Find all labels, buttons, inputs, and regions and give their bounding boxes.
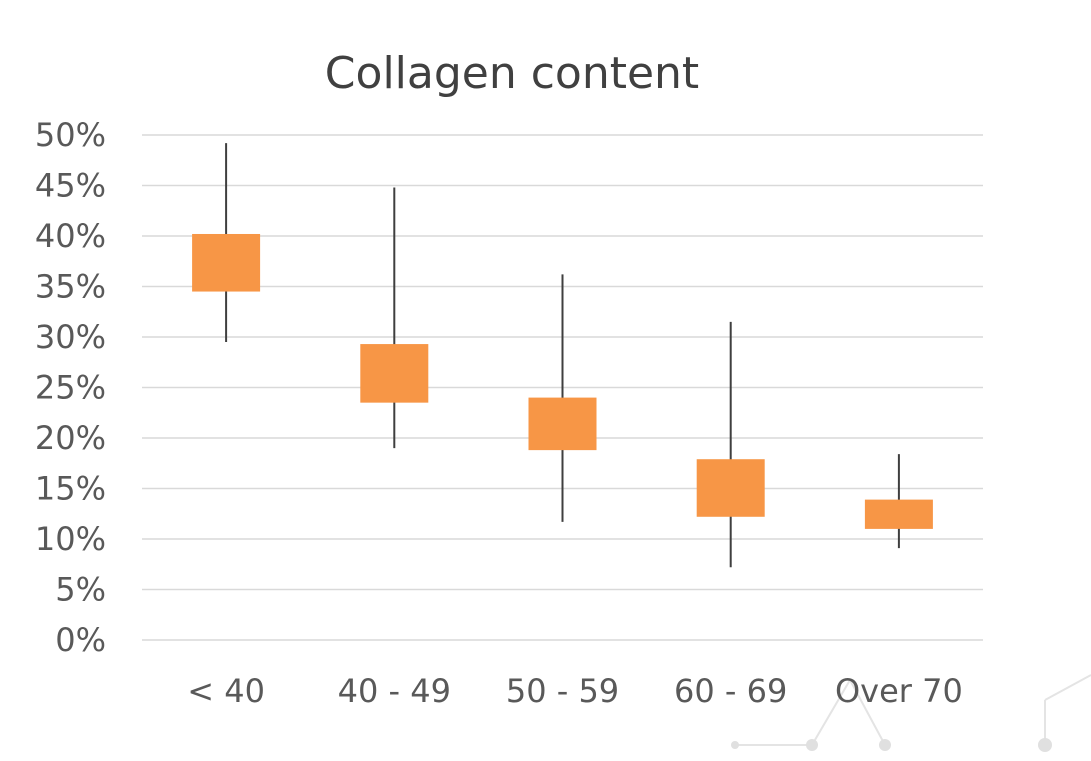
x-category-label: < 40 [187,672,265,710]
deco-line [811,679,851,746]
box-3 [696,459,765,517]
y-axis-tick-labels: 0% 5% 10% 15% 20% 25% 30% 35% 40% 45% 50% [35,116,106,659]
y-tick-label: 35% [35,268,106,306]
box-1 [360,344,429,403]
deco-node [731,741,739,749]
box-4 [864,499,933,529]
x-axis-category-labels: < 40 40 - 49 50 - 59 60 - 69 Over 70 [187,672,963,710]
y-tick-label: 25% [35,369,106,407]
deco-node [806,739,818,751]
background-network-decoration [731,674,1091,752]
y-tick-label: 20% [35,419,106,457]
box-0 [192,233,261,292]
deco-node [1038,738,1052,752]
y-tick-label: 30% [35,318,106,356]
deco-line [849,679,886,746]
y-tick-label: 50% [35,116,106,154]
x-category-label: Over 70 [835,672,963,710]
candlestick-marks [192,143,933,568]
y-tick-label: 10% [35,520,106,558]
y-tick-label: 45% [35,167,106,205]
y-tick-label: 40% [35,217,106,255]
deco-node [879,739,891,751]
x-category-label: 60 - 69 [674,672,787,710]
y-tick-label: 5% [55,571,106,609]
box-2 [528,397,597,451]
y-tick-label: 0% [55,621,106,659]
deco-line [1044,674,1091,701]
y-tick-label: 15% [35,470,106,508]
chart-title: Collagen content [325,48,699,99]
x-category-label: 40 - 49 [338,672,451,710]
x-category-label: 50 - 59 [506,672,619,710]
